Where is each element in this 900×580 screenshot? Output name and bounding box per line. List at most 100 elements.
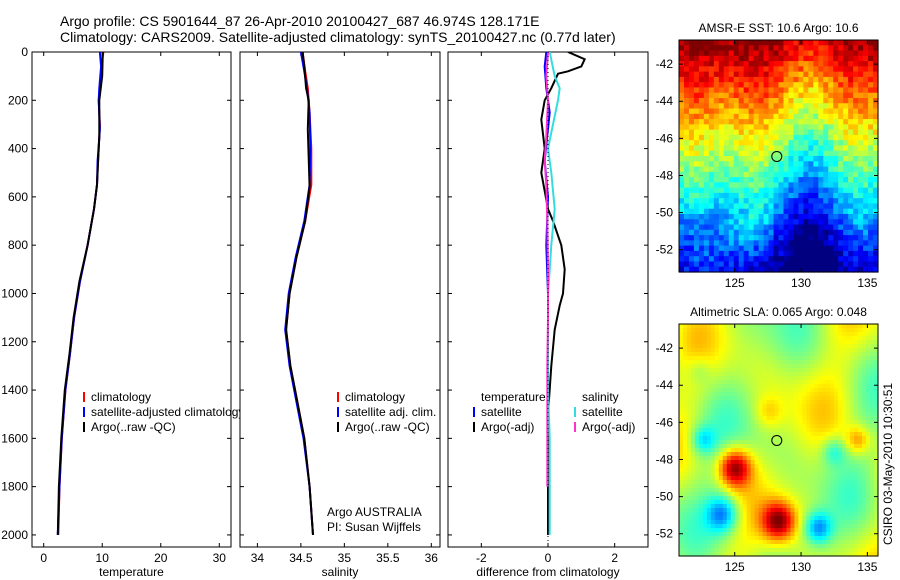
heatmap-cell [748, 214, 755, 220]
heatmap-cell [838, 520, 843, 525]
heatmap-cell [768, 156, 775, 162]
heatmap-cell [848, 261, 854, 268]
heatmap-cell [790, 408, 796, 413]
heatmap-cell [778, 261, 785, 268]
heatmap-cell [718, 524, 724, 529]
heatmap-cell [698, 512, 704, 517]
heatmap-cell [718, 532, 724, 537]
heatmap-cell [718, 245, 725, 252]
heatmap-cell [866, 532, 871, 537]
heatmap-cell [750, 396, 756, 401]
heatmap-cell [850, 448, 855, 453]
heatmap-cell [742, 324, 748, 329]
heatmap-cell [773, 156, 780, 162]
heatmap-cell [788, 250, 795, 257]
heatmap-cell [693, 214, 700, 220]
heatmap-cell [762, 376, 768, 381]
heatmap-cell [868, 198, 874, 205]
heatmap-cell [714, 444, 720, 449]
heatmap-cell [818, 92, 824, 99]
heatmap-cell [870, 424, 875, 429]
heatmap-cell [728, 166, 735, 173]
heatmap-cell [748, 224, 755, 231]
heatmap-cell [693, 87, 700, 94]
heatmap-cell [686, 388, 692, 393]
heatmap-cell [828, 235, 834, 241]
heatmap-cell [758, 187, 765, 194]
heatmap-cell [873, 261, 879, 268]
series-line-Argo [56, 52, 104, 535]
heatmap-cell [686, 340, 692, 345]
heatmap-cell [688, 119, 695, 125]
heatmap-cell [770, 368, 776, 373]
heatmap-cell [733, 250, 740, 257]
heatmap-cell [830, 428, 835, 433]
heatmap-cell [862, 352, 867, 357]
heatmap-cell [834, 400, 839, 405]
heatmap-cell [686, 548, 692, 553]
heatmap-cell [714, 332, 720, 337]
heatmap-cell [854, 480, 859, 485]
heatmap-cell [762, 336, 768, 341]
heatmap-cell [722, 460, 728, 465]
heatmap-cell [874, 344, 879, 349]
heatmap-cell [858, 198, 864, 205]
heatmap-cell [794, 544, 799, 549]
heatmap-cell [862, 532, 867, 537]
heatmap-cell [682, 532, 688, 537]
heatmap-cell [738, 182, 745, 189]
heatmap-cell [834, 324, 839, 329]
heatmap-cell [833, 266, 839, 273]
heatmap-cell [798, 124, 804, 131]
heatmap-cell [868, 250, 874, 257]
heatmap-cell [858, 87, 864, 94]
heatmap-cell [786, 488, 792, 493]
heatmap-cell [798, 256, 804, 263]
heatmap-cell [870, 468, 875, 473]
heatmap-cell [726, 368, 732, 373]
heatmap-cell [698, 472, 704, 477]
heatmap-cell [793, 245, 799, 252]
heatmap-cell [853, 82, 859, 89]
heatmap-cell [763, 150, 770, 157]
heatmap-cell [693, 182, 700, 189]
heatmap-cell [806, 440, 811, 445]
x-tick-label: 30 [213, 551, 227, 565]
heatmap-cell [828, 50, 834, 57]
heatmap-cell [803, 61, 809, 67]
heatmap-cell [718, 208, 725, 215]
heatmap-cell [718, 496, 724, 501]
x-tick-label: 20 [154, 551, 168, 565]
heatmap-cell [802, 520, 807, 525]
heatmap-cell [788, 113, 795, 120]
heatmap-cell [778, 468, 784, 473]
heatmap-cell [813, 124, 819, 131]
heatmap-cell [686, 324, 692, 329]
heatmap-cell [718, 528, 724, 533]
heatmap-cell [738, 177, 745, 183]
heatmap-cell [690, 400, 696, 405]
heatmap-cell [774, 400, 780, 405]
heatmap-cell [834, 540, 839, 545]
heatmap-cell [746, 520, 752, 525]
heatmap-cell [794, 372, 799, 377]
heatmap-cell [842, 476, 847, 481]
heatmap-cell [738, 536, 744, 541]
heatmap-cell [862, 448, 867, 453]
heatmap-cell [874, 452, 879, 457]
heatmap-cell [853, 140, 859, 147]
heatmap-cell [866, 428, 871, 433]
heatmap-cell [714, 368, 720, 373]
heatmap-cell [858, 224, 864, 231]
heatmap-cell [723, 76, 730, 83]
map-title: Altimetric SLA: 0.065 Argo: 0.048 [690, 305, 867, 319]
heatmap-cell [830, 412, 835, 417]
heatmap-cell [746, 512, 752, 517]
heatmap-cell [773, 171, 780, 178]
heatmap-cell [770, 528, 776, 533]
heatmap-cell [828, 240, 834, 247]
heatmap-cell [743, 103, 750, 110]
heatmap-cell [843, 235, 849, 241]
heatmap-cell [842, 548, 847, 553]
heatmap-cell [818, 145, 824, 152]
